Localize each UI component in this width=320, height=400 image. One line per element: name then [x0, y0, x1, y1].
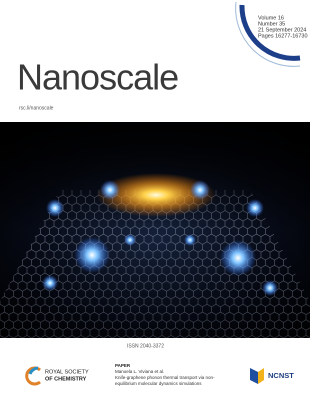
- publisher: OF CHEMISTRY: [45, 376, 87, 382]
- rsc-logo: [27, 368, 40, 384]
- authors: Manoela L. Viviana et al.: [115, 369, 164, 374]
- ncnst-logo: [250, 368, 264, 384]
- pages: Pages 16277-16730: [258, 33, 308, 39]
- publisher: ROYAL SOCIETY: [45, 369, 89, 375]
- article-title: Knife-graphene phonon thermal transport …: [115, 375, 215, 380]
- article-title: equilibrium molecular dynamics simulatio…: [115, 381, 202, 386]
- article-type: PAPER: [115, 363, 131, 368]
- cover-image: [0, 122, 310, 338]
- page: Volume 16 Number 35 21 September 2024 Pa…: [0, 0, 310, 400]
- issn: ISSN 2040-3372: [127, 343, 164, 349]
- partner: NCNST: [268, 371, 294, 380]
- journal-title: Nanoscale: [17, 57, 178, 98]
- url: rsc.li/nanoscale: [19, 105, 54, 111]
- cover: Volume 16 Number 35 21 September 2024 Pa…: [0, 0, 310, 400]
